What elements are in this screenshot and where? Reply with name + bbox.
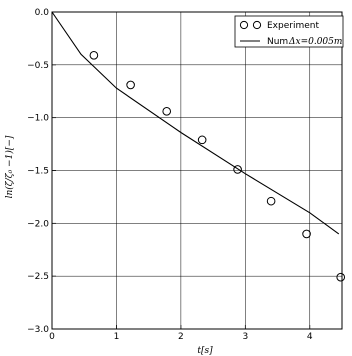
legend-marker-experiment-2 — [252, 20, 262, 30]
legend-label-experiment: Experiment — [267, 21, 319, 31]
experiment-point — [89, 51, 99, 60]
x-tick-label: 2 — [178, 332, 184, 342]
experiment-point — [197, 135, 207, 145]
y-tick-label: −1.0 — [27, 114, 49, 124]
experiment-point — [233, 165, 242, 174]
grid-lines — [51, 11, 342, 330]
experiment-point — [126, 80, 135, 90]
y-tick-label: −1.5 — [27, 167, 49, 177]
experiment-point — [162, 107, 172, 116]
legend-label-num-math: Δx=0.005m — [288, 37, 342, 47]
experiment-point — [302, 229, 311, 239]
legend: Experiment Num Δx=0.005m — [234, 15, 344, 48]
experiment-point — [266, 196, 276, 206]
series-experiment-points — [89, 51, 346, 282]
y-tick-label: −3.0 — [27, 325, 49, 335]
y-tick-label: −2.5 — [27, 272, 49, 282]
plot-frame — [51, 11, 343, 330]
y-tick-label: −2.0 — [27, 219, 49, 229]
legend-label-num: Num — [267, 37, 288, 47]
legend-marker-experiment-1 — [239, 20, 249, 30]
y-axis-label: ln(ζ/ζ₀ −1)[−] — [4, 135, 15, 198]
x-tick-label: 1 — [114, 332, 120, 342]
y-tick-label: 0.0 — [35, 8, 50, 18]
x-tick-label: 0 — [49, 332, 55, 342]
experiment-point — [336, 272, 346, 282]
x-tick-label: 3 — [242, 332, 248, 342]
legend-box — [234, 15, 344, 48]
x-axis-label: t[s] — [197, 346, 213, 356]
y-tick-label: −0.5 — [27, 61, 49, 71]
x-tick-label: 4 — [307, 332, 313, 342]
tick-labels: 0 1 2 3 4 0.0 −0.5 −1.0 −1.5 −2.0 −2.5 −3.0 — [27, 8, 313, 342]
series-num-line — [51, 11, 340, 235]
